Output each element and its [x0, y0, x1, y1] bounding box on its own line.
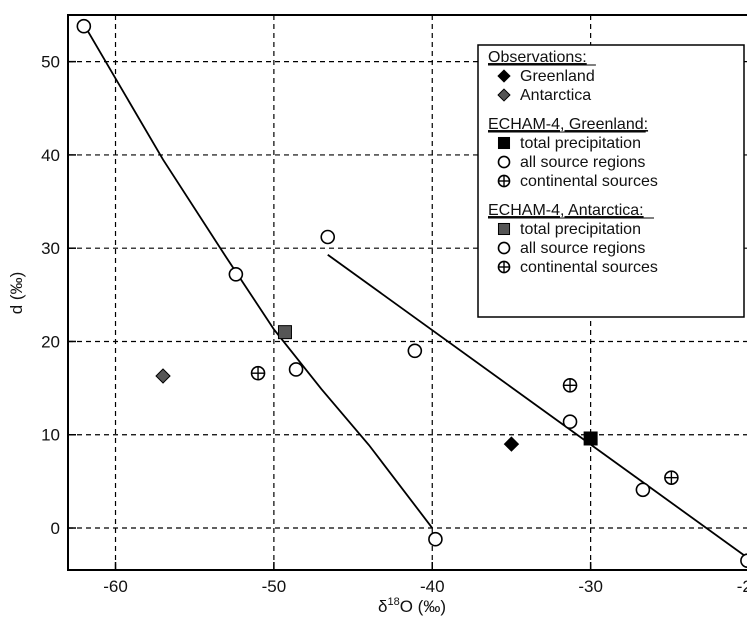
legend: Observations: Greenland Antarctica ECHAM-4,…	[477, 44, 745, 318]
diamond-shape	[497, 69, 511, 83]
circle-shape	[740, 553, 747, 568]
y-tick-label: 50	[41, 53, 60, 72]
y-tick-label: 40	[41, 146, 60, 165]
y-tick-label: 20	[41, 332, 60, 351]
data-point-circle-open	[635, 482, 651, 498]
data-point-circle-open	[320, 229, 336, 245]
circle-shape	[428, 531, 443, 547]
legend-heading: ECHAM-4, Greenland:	[488, 116, 648, 133]
legend-label: continental sources	[520, 259, 658, 276]
data-point-square-gray	[277, 325, 292, 340]
marker-square-gray	[497, 222, 511, 236]
x-tick-label: -20	[737, 577, 747, 596]
legend-heading: Observations:	[488, 49, 587, 66]
y-axis-label: d (‰)	[7, 272, 26, 315]
circle-shape	[562, 414, 578, 429]
x-axis-label-delta: δ	[378, 597, 387, 616]
fit-lines	[83, 23, 747, 559]
axis-ticks: -60 -50 -40 -30 -20 0 10 20 30 40 50	[41, 53, 747, 596]
data-point-diamond-black	[503, 436, 520, 452]
legend-label: Greenland	[520, 68, 595, 85]
square-shape	[497, 222, 511, 236]
square-shape	[583, 431, 598, 446]
diamond-shape	[497, 88, 511, 102]
legend-box	[477, 44, 745, 318]
x-tick-label: -40	[420, 577, 445, 596]
circle-shape	[497, 155, 511, 169]
marker-circle-plus	[497, 174, 511, 188]
marker-circle-plus	[497, 260, 511, 274]
circle-shape	[76, 18, 92, 34]
plot-frame	[67, 14, 747, 571]
marker-square-black	[497, 136, 511, 150]
legend-label: total precipitation	[520, 135, 641, 152]
circle-shape	[228, 267, 244, 282]
x-axis-label-superscript: 18	[387, 596, 399, 608]
legend-label: total precipitation	[520, 221, 641, 238]
diamond-shape	[155, 368, 171, 384]
data-point-circle-open	[288, 362, 304, 377]
diamond-shape	[503, 436, 520, 452]
legend-heading: ECHAM-4, Antarctica:	[488, 202, 644, 219]
legend-label: Antarctica	[520, 87, 591, 104]
x-axis-label: δ18O (‰)	[378, 596, 446, 616]
fit-line-1	[83, 23, 433, 529]
x-tick-label: -50	[262, 577, 287, 596]
data-point-circle-open	[740, 553, 747, 568]
data-point-square-black	[583, 431, 598, 446]
marker-circle-open	[497, 155, 511, 169]
marker-diamond-gray	[497, 88, 511, 102]
data-point-circle-plus	[250, 365, 266, 381]
marker-diamond-black	[497, 69, 511, 83]
square-shape	[497, 136, 511, 150]
marker-circle-open	[497, 241, 511, 255]
legend-label: continental sources	[520, 173, 658, 190]
data-point-circle-open	[228, 267, 244, 282]
y-tick-label: 0	[51, 519, 60, 538]
data-points	[76, 18, 747, 568]
data-point-circle-plus	[664, 470, 679, 485]
data-point-circle-open	[428, 531, 443, 547]
data-point-circle-plus	[562, 378, 578, 393]
square-shape	[277, 325, 292, 340]
x-axis-label-rest: O (‰)	[400, 597, 446, 616]
legend-label: all source regions	[520, 240, 645, 257]
y-tick-label: 30	[41, 239, 60, 258]
data-point-circle-open	[407, 343, 423, 359]
circle-shape	[288, 362, 304, 377]
legend-label: all source regions	[520, 154, 645, 171]
data-point-circle-open	[76, 18, 92, 34]
circle-shape	[320, 229, 336, 245]
circle-shape	[497, 241, 511, 255]
circle-shape	[635, 482, 651, 498]
y-tick-label: 10	[41, 426, 60, 445]
x-tick-label: -60	[103, 577, 128, 596]
fit-line-2	[327, 253, 747, 559]
data-point-circle-open	[562, 414, 578, 429]
circle-shape	[407, 343, 423, 359]
x-tick-label: -30	[578, 577, 603, 596]
data-point-diamond-gray	[155, 368, 171, 384]
